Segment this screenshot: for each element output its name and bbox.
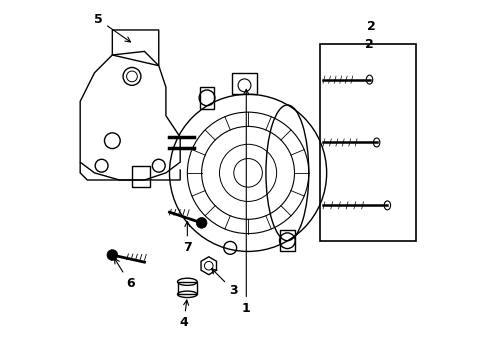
Text: 7: 7 xyxy=(183,221,191,255)
Text: 3: 3 xyxy=(211,269,238,297)
Bar xyxy=(280,230,294,251)
Text: 1: 1 xyxy=(242,89,250,315)
Bar xyxy=(200,87,214,109)
Text: 4: 4 xyxy=(179,300,188,329)
Text: 2: 2 xyxy=(366,20,375,33)
Text: 5: 5 xyxy=(94,13,130,42)
Text: 2: 2 xyxy=(365,39,373,51)
Bar xyxy=(319,44,415,241)
Text: 6: 6 xyxy=(114,258,134,290)
Bar xyxy=(132,166,149,187)
Circle shape xyxy=(196,217,206,228)
Bar xyxy=(231,73,257,94)
Bar xyxy=(177,282,197,294)
Circle shape xyxy=(107,249,118,260)
